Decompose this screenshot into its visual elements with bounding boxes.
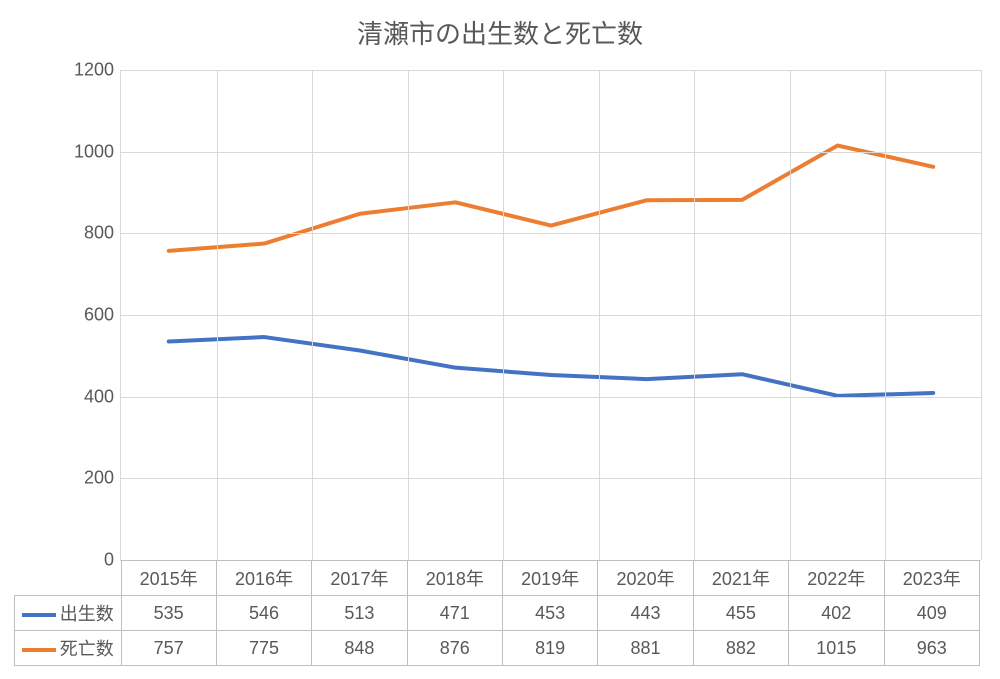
gridline-h: [121, 233, 981, 234]
gridline-h: [121, 315, 981, 316]
gridline-h: [121, 152, 981, 153]
y-tick-label: 800: [54, 223, 114, 244]
data-cell: 881: [598, 631, 693, 666]
data-cell: 546: [216, 596, 311, 631]
legend-swatch-icon: [22, 648, 56, 652]
gridline-h: [121, 397, 981, 398]
data-cell: 848: [312, 631, 407, 666]
data-cell: 819: [503, 631, 598, 666]
y-tick-label: 1000: [54, 141, 114, 162]
data-cell: 453: [503, 596, 598, 631]
data-cell: 1015: [789, 631, 884, 666]
y-tick-label: 600: [54, 305, 114, 326]
gridline-v: [981, 70, 982, 560]
data-cell: 443: [598, 596, 693, 631]
gridline-v: [694, 70, 695, 560]
y-tick-label: 200: [54, 468, 114, 489]
gridline-v: [599, 70, 600, 560]
gridline-v: [408, 70, 409, 560]
plot-area: [120, 70, 981, 561]
category-header: 2020年: [598, 561, 693, 596]
data-cell: 513: [312, 596, 407, 631]
y-tick-label: 400: [54, 386, 114, 407]
y-tick-label: 1200: [54, 60, 114, 81]
category-header: 2022年: [789, 561, 884, 596]
gridline-v: [790, 70, 791, 560]
category-header: 2019年: [503, 561, 598, 596]
category-header: 2023年: [884, 561, 980, 596]
series-line-0: [169, 337, 933, 396]
gridline-h: [121, 478, 981, 479]
data-cell: 471: [407, 596, 502, 631]
legend-label: 出生数: [60, 604, 114, 624]
data-cell: 757: [121, 631, 216, 666]
category-header: 2017年: [312, 561, 407, 596]
gridline-h: [121, 70, 981, 71]
data-cell: 963: [884, 631, 980, 666]
legend-cell: 死亡数: [15, 631, 122, 666]
data-table: 2015年2016年2017年2018年2019年2020年2021年2022年…: [14, 560, 980, 666]
data-cell: 882: [693, 631, 788, 666]
data-cell: 876: [407, 631, 502, 666]
category-header: 2021年: [693, 561, 788, 596]
gridline-v: [885, 70, 886, 560]
legend-label: 死亡数: [60, 639, 114, 659]
data-cell: 409: [884, 596, 980, 631]
data-cell: 402: [789, 596, 884, 631]
gridline-v: [217, 70, 218, 560]
table-header-row: 2015年2016年2017年2018年2019年2020年2021年2022年…: [15, 561, 980, 596]
gridline-v: [312, 70, 313, 560]
chart-container: { "chart": { "type": "line-with-data-tab…: [0, 0, 1000, 679]
chart-title: 清瀬市の出生数と死亡数: [0, 14, 1000, 51]
category-header: 2018年: [407, 561, 502, 596]
series-line-1: [169, 146, 933, 251]
legend-swatch-icon: [22, 613, 56, 617]
table-row: 出生数 535546513471453443455402409: [15, 596, 980, 631]
table-row: 死亡数 7577758488768198818821015963: [15, 631, 980, 666]
data-cell: 775: [216, 631, 311, 666]
data-cell: 535: [121, 596, 216, 631]
y-tick-label: 0: [54, 550, 114, 571]
data-cell: 455: [693, 596, 788, 631]
gridline-v: [503, 70, 504, 560]
category-header: 2015年: [121, 561, 216, 596]
category-header: 2016年: [216, 561, 311, 596]
legend-cell: 出生数: [15, 596, 122, 631]
